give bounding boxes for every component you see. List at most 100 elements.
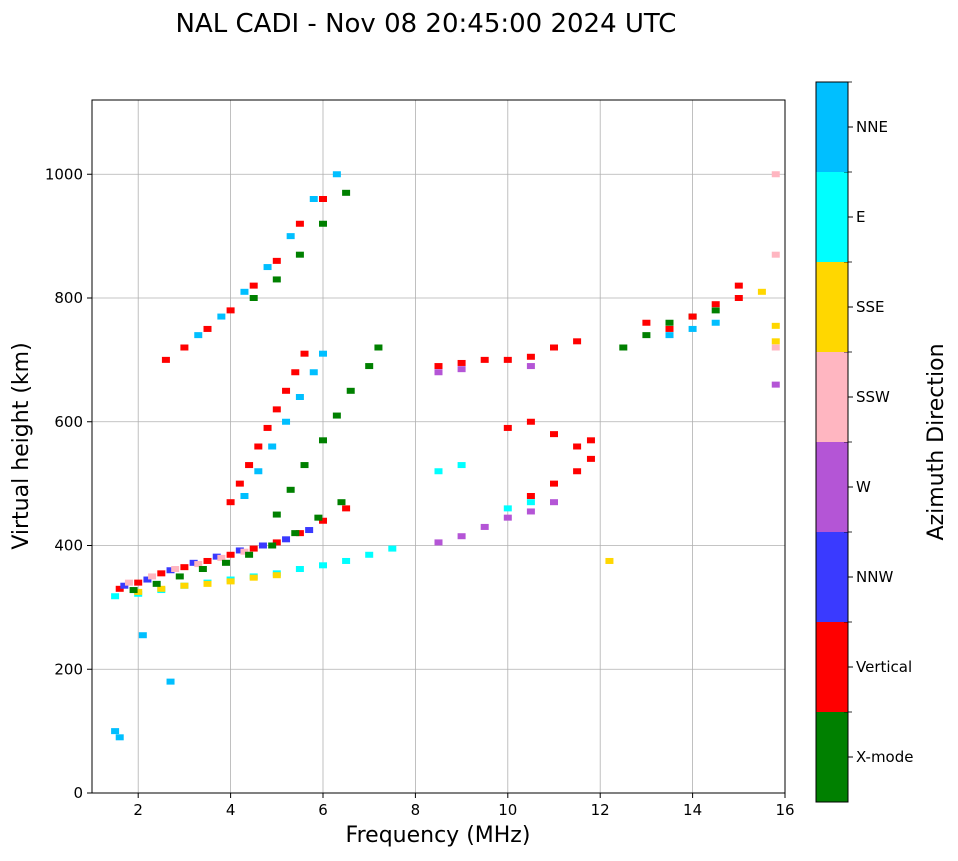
echo-point [245, 462, 254, 469]
colorbar-segment [816, 352, 848, 442]
echo-point [226, 578, 235, 585]
colorbar-segment [816, 262, 848, 352]
echo-point [503, 424, 512, 431]
echo-point [309, 196, 318, 202]
y-tick-label: 400 [54, 537, 83, 555]
echo-point [129, 587, 138, 594]
echo-point [194, 332, 203, 339]
echo-point [346, 387, 355, 394]
echo-point [503, 505, 512, 512]
echo-point [337, 499, 346, 506]
echo-point [282, 387, 291, 394]
echo-point [148, 573, 157, 580]
echo-point [240, 548, 249, 555]
echo-point [157, 585, 166, 592]
echo-point [711, 301, 720, 308]
echo-point [388, 545, 397, 552]
echo-point [115, 585, 124, 592]
echo-point [665, 325, 674, 332]
echo-point [688, 313, 697, 320]
echo-point [115, 734, 124, 741]
echo-point [434, 539, 443, 546]
echo-point [305, 527, 314, 534]
y-tick-label: 800 [54, 289, 83, 307]
echo-point [526, 499, 535, 506]
echo-point [365, 551, 374, 558]
echo-point [586, 437, 595, 444]
echo-point [249, 574, 258, 581]
y-tick-label: 0 [73, 784, 83, 802]
colorbar-tick-label: E [856, 208, 865, 226]
x-tick-label: 16 [775, 801, 794, 819]
echo-point [300, 462, 309, 469]
echo-point [550, 480, 558, 487]
echo-point [249, 282, 258, 289]
echo-point [457, 366, 466, 373]
echo-point [771, 171, 780, 178]
echo-point [282, 536, 291, 543]
echo-point [295, 394, 304, 400]
echo-point [152, 580, 161, 587]
echo-point [263, 264, 272, 271]
echo-point [771, 322, 780, 329]
echo-point [319, 437, 327, 444]
y-tick-label: 1000 [45, 165, 83, 183]
echo-point [319, 196, 327, 202]
echo-point [286, 486, 295, 493]
colorbar-segment [816, 442, 848, 532]
echo-point [573, 338, 582, 345]
echo-point [771, 338, 780, 345]
echo-point [550, 431, 558, 438]
colorbar-segment [816, 172, 848, 262]
echo-point [134, 588, 143, 595]
echo-point [526, 363, 535, 370]
echo-point [268, 542, 277, 549]
echo-point [295, 220, 304, 227]
echo-point [212, 553, 221, 560]
echo-point [286, 233, 295, 240]
echo-point [221, 559, 230, 566]
echo-point [138, 632, 147, 639]
data-marks [111, 171, 780, 741]
y-tick-label: 600 [54, 413, 83, 431]
echo-point [272, 511, 281, 518]
echo-point [295, 251, 304, 258]
echo-point [771, 344, 780, 351]
echo-point [342, 189, 351, 196]
echo-point [309, 369, 318, 376]
echo-point [157, 570, 166, 577]
colorbar-tick-label: NNE [856, 118, 888, 136]
x-axis-label: Frequency (MHz) [346, 823, 531, 848]
echo-point [342, 557, 351, 564]
grid-layer [92, 100, 786, 794]
echo-point [194, 561, 203, 568]
echo-point [550, 344, 558, 351]
echo-point [457, 359, 466, 366]
plot-frame [91, 99, 786, 794]
colorbar-segment [816, 712, 848, 802]
echo-point [235, 547, 244, 554]
echo-point [573, 443, 582, 450]
echo-point [457, 533, 466, 540]
echo-point [332, 412, 341, 419]
echo-point [272, 406, 281, 413]
echo-point [124, 579, 133, 586]
echo-point [203, 557, 212, 564]
echo-point [342, 505, 351, 512]
echo-point [586, 455, 595, 462]
echo-point [249, 295, 258, 301]
colorbar-tick-label: X-mode [856, 748, 913, 766]
x-tick-label: 6 [318, 801, 328, 819]
echo-point [665, 332, 674, 339]
echo-point [526, 418, 535, 425]
echo-point [254, 443, 263, 450]
echo-point [143, 576, 152, 583]
echo-point [268, 443, 277, 450]
echo-point [226, 307, 235, 314]
colorbar: X-mode Vertical NNW W SSW SSE E NNE [815, 81, 913, 803]
echo-point [226, 551, 235, 558]
echo-point [111, 593, 120, 600]
echo-point [272, 539, 281, 546]
echo-point [180, 582, 189, 589]
